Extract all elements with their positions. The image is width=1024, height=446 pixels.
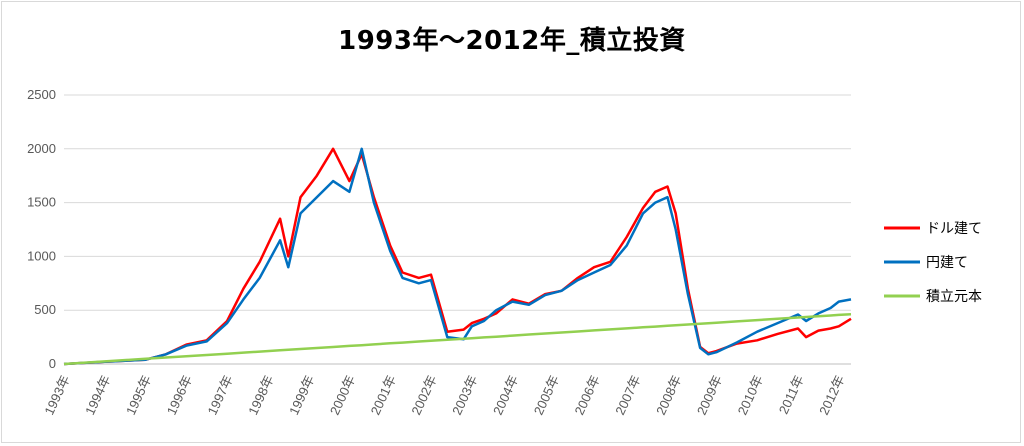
y-tick-label: 1500	[27, 195, 56, 210]
legend-label: ドル建て	[926, 221, 982, 237]
x-tick-label: 1998年	[245, 373, 276, 417]
legend-label: 円建て	[926, 255, 968, 271]
x-tick-label: 1995年	[123, 373, 154, 417]
series-line	[63, 147, 852, 366]
x-tick-label: 2012年	[816, 373, 847, 417]
x-tick-label: 2000年	[327, 373, 358, 417]
x-tick-label: 2008年	[653, 373, 684, 417]
x-tick-label: 2003年	[449, 373, 480, 417]
y-tick-label: 1000	[27, 248, 56, 263]
y-tick-label: 500	[34, 302, 56, 317]
x-tick-label: 2002年	[408, 373, 439, 417]
x-tick-label: 2001年	[368, 373, 399, 417]
x-tick-label: 2006年	[572, 373, 603, 417]
x-tick-label: 2010年	[735, 373, 766, 417]
x-tick-label: 1993年	[41, 373, 72, 417]
chart-title: 1993年～2012年_積立投資	[338, 26, 686, 56]
y-axis-ticks: 0 500 1000 1500 2000 2500	[27, 87, 56, 371]
x-tick-label: 2009年	[694, 373, 725, 417]
gridlines	[64, 94, 851, 365]
series-lines	[63, 147, 852, 366]
x-tick-label: 1996年	[164, 373, 195, 417]
x-tick-label: 2005年	[531, 373, 562, 417]
x-axis-ticks: 1993年 1994年 1995年 1996年 1997年 1998年 1999年 2000年…	[41, 373, 847, 417]
y-tick-label: 2500	[27, 87, 56, 102]
x-tick-label: 2004年	[490, 373, 521, 417]
x-tick-label: 2011年	[776, 373, 807, 416]
series-line	[63, 312, 852, 366]
legend-label: 積立元本	[926, 289, 982, 305]
x-tick-label: 1994年	[82, 373, 113, 417]
x-tick-label: 2007年	[612, 373, 643, 417]
x-tick-label: 1997年	[205, 373, 236, 417]
y-tick-label: 0	[49, 356, 56, 371]
x-tick-label: 1999年	[286, 373, 317, 417]
y-tick-label: 2000	[27, 141, 56, 156]
